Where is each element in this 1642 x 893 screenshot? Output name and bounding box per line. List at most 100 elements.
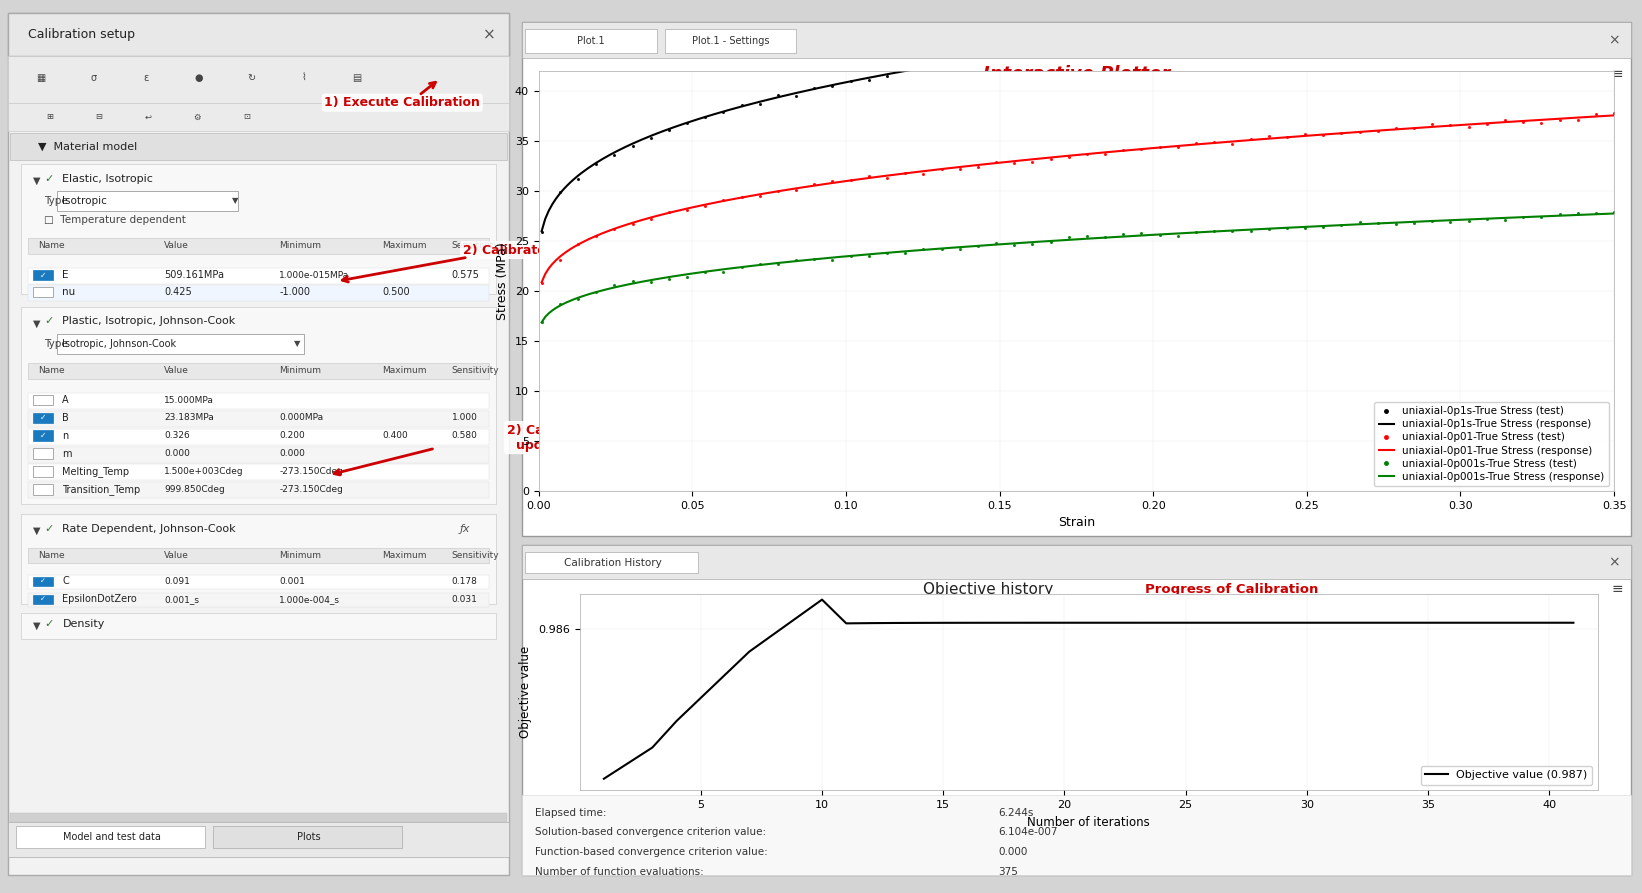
Legend: uniaxial-0p1s-True Stress (test), uniaxial-0p1s-True Stress (response), uniaxial: uniaxial-0p1s-True Stress (test), uniaxi… <box>1374 402 1609 486</box>
Text: 0.000: 0.000 <box>279 449 305 458</box>
Text: Sensitivity: Sensitivity <box>452 241 499 250</box>
FancyBboxPatch shape <box>57 334 304 354</box>
Objective value (0.987) <box>642 742 662 753</box>
Text: ↻: ↻ <box>248 72 255 83</box>
FancyBboxPatch shape <box>522 22 1631 58</box>
Text: Rate Dependent, Johnson-Cook: Rate Dependent, Johnson-Cook <box>62 523 236 534</box>
Text: ✓: ✓ <box>39 271 46 280</box>
FancyBboxPatch shape <box>8 103 509 131</box>
Text: EpsilonDotZero: EpsilonDotZero <box>62 594 138 605</box>
FancyBboxPatch shape <box>213 826 402 848</box>
Text: Value: Value <box>164 366 189 375</box>
FancyBboxPatch shape <box>33 287 53 297</box>
Objective value (0.987) <box>1273 617 1292 628</box>
Y-axis label: Stress (MPa): Stress (MPa) <box>496 242 509 321</box>
Text: Interactive Plotter: Interactive Plotter <box>982 65 1171 83</box>
FancyBboxPatch shape <box>28 363 489 379</box>
Objective value (0.987) <box>957 617 977 628</box>
Objective value (0.987) <box>1297 617 1317 628</box>
Text: 1.000e-015MPa: 1.000e-015MPa <box>279 271 350 280</box>
Text: σ: σ <box>90 72 97 83</box>
Text: Function-based convergence criterion value:: Function-based convergence criterion val… <box>535 847 768 857</box>
Text: 0.326: 0.326 <box>164 431 190 440</box>
Text: Plot.1 - Settings: Plot.1 - Settings <box>691 36 770 46</box>
FancyBboxPatch shape <box>33 395 53 405</box>
Text: 0.031: 0.031 <box>452 595 478 604</box>
Text: 509.161MPa: 509.161MPa <box>164 270 225 280</box>
Text: E: E <box>62 270 69 280</box>
Objective value (0.987) <box>1491 617 1511 628</box>
Objective value (0.987) <box>1442 617 1461 628</box>
Objective value (0.987) <box>1079 617 1098 628</box>
Objective value (0.987) <box>1369 617 1389 628</box>
Text: Type: Type <box>44 196 67 206</box>
Text: ƒx: ƒx <box>460 523 470 534</box>
Objective value (0.987) <box>1248 617 1268 628</box>
FancyBboxPatch shape <box>21 307 496 504</box>
Text: ✓: ✓ <box>39 579 46 584</box>
FancyBboxPatch shape <box>8 13 509 875</box>
FancyBboxPatch shape <box>28 268 489 284</box>
FancyBboxPatch shape <box>28 238 489 254</box>
Text: 15.000MPa: 15.000MPa <box>164 396 213 405</box>
Text: ●: ● <box>194 72 204 83</box>
Text: ✓: ✓ <box>39 431 46 440</box>
Text: Name: Name <box>38 241 64 250</box>
Text: ⊡: ⊡ <box>243 113 250 121</box>
Text: -273.150Cdeg: -273.150Cdeg <box>279 467 343 476</box>
Y-axis label: Objective value: Objective value <box>519 646 532 739</box>
Text: ≡: ≡ <box>1611 67 1624 81</box>
Text: Calibration History: Calibration History <box>563 557 662 568</box>
Text: 375: 375 <box>998 866 1018 877</box>
Text: Minimum: Minimum <box>279 366 322 375</box>
Text: 1.000: 1.000 <box>452 413 478 422</box>
Text: 0.200: 0.200 <box>279 431 305 440</box>
FancyBboxPatch shape <box>28 593 489 607</box>
Text: 1) Execute Calibration: 1) Execute Calibration <box>325 96 479 109</box>
Text: Progress of Calibration: Progress of Calibration <box>1144 583 1319 596</box>
Objective value (0.987) <box>1466 617 1486 628</box>
Text: Sensitivity: Sensitivity <box>452 551 499 560</box>
Objective value (0.987) <box>1419 617 1438 628</box>
Objective value (0.987) <box>836 618 855 629</box>
FancyBboxPatch shape <box>28 575 489 589</box>
FancyBboxPatch shape <box>33 270 53 280</box>
FancyBboxPatch shape <box>525 29 657 53</box>
Text: Plastic, Isotropic, Johnson-Cook: Plastic, Isotropic, Johnson-Cook <box>62 316 236 327</box>
FancyBboxPatch shape <box>28 429 489 445</box>
Text: ▼: ▼ <box>33 621 41 631</box>
FancyBboxPatch shape <box>33 577 53 586</box>
Objective value (0.987) <box>1516 617 1535 628</box>
Text: Name: Name <box>38 366 64 375</box>
Text: 0.091: 0.091 <box>164 577 190 586</box>
Text: ✓: ✓ <box>44 316 54 327</box>
Text: Type: Type <box>44 338 67 349</box>
FancyBboxPatch shape <box>28 393 489 409</box>
Text: Name: Name <box>38 551 64 560</box>
Text: 0.400: 0.400 <box>383 431 409 440</box>
Text: ×: × <box>1608 33 1621 47</box>
Objective value (0.987) <box>1103 617 1123 628</box>
Text: ▼: ▼ <box>294 339 300 348</box>
X-axis label: Strain: Strain <box>1057 516 1095 530</box>
Text: Value: Value <box>164 551 189 560</box>
Text: Minimum: Minimum <box>279 241 322 250</box>
FancyBboxPatch shape <box>28 482 489 498</box>
Text: Calibration setup: Calibration setup <box>28 29 135 41</box>
Objective value (0.987) <box>1030 617 1049 628</box>
Objective value (0.987) <box>667 715 686 726</box>
Text: ✓: ✓ <box>44 173 54 184</box>
Text: 1.000e-004_s: 1.000e-004_s <box>279 595 340 604</box>
Objective value (0.987) <box>1151 617 1171 628</box>
Objective value (0.987) <box>716 670 736 680</box>
Text: nu: nu <box>62 287 76 297</box>
Text: 0.000: 0.000 <box>164 449 190 458</box>
FancyBboxPatch shape <box>28 446 489 463</box>
Text: ✓: ✓ <box>44 619 54 630</box>
Objective value (0.987) <box>1007 617 1026 628</box>
Text: □  Temperature dependent: □ Temperature dependent <box>44 214 186 225</box>
Text: A: A <box>62 395 69 405</box>
FancyBboxPatch shape <box>8 822 509 857</box>
Text: ▼: ▼ <box>33 318 41 329</box>
Objective value (0.987) <box>982 617 1002 628</box>
